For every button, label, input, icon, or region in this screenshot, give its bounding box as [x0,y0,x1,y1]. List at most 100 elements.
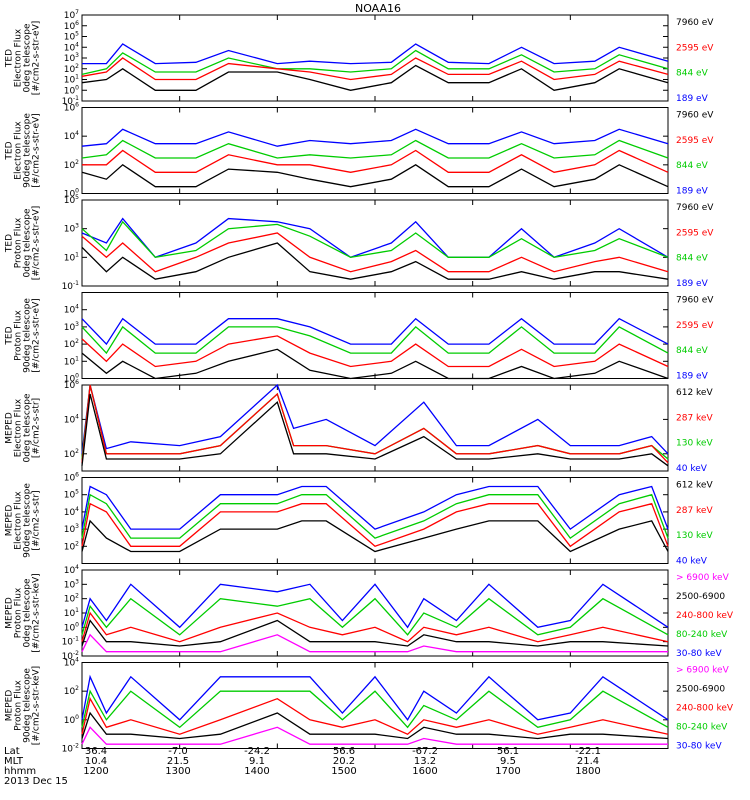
y-tick-label: 104 [64,657,79,669]
mlt-value: 9.1 [249,756,265,767]
series-line [81,393,669,467]
lat-value: -24.2 [244,746,270,757]
y-tick-label: 101 [64,74,79,86]
legend-entry: 7960 eV [676,18,714,28]
series-line [81,49,669,76]
legend-entry: 7960 eV [676,296,714,306]
y-axis-label: MEPEDProton Flux90deg telescope[#/cm2-s-… [5,666,42,745]
y-tick-label: 10-1 [62,636,80,648]
y-tick-label: 102 [64,159,79,171]
y-tick-label: 104 [64,130,79,142]
mlt-value: 21.4 [577,756,599,767]
y-tick-label: 104 [64,506,79,518]
y-tick-label: 102 [64,63,79,75]
legend-entry: 2595 eV [676,43,714,53]
series-line [81,711,669,740]
series-line [81,335,669,368]
panel-4: 100 101 102 103 104 TEDProton Flux90deg teles… [5,292,714,385]
y-axis-label: TEDProton Flux90deg telescope[#/cm2-s-st… [5,298,42,373]
y-tick-label: 100 [64,621,79,633]
y-tick-label: 102 [64,448,79,460]
y-tick-label: 10-2 [62,743,80,755]
lat-value: 36.4 [85,746,107,757]
lat-value: -7.0 [168,746,188,757]
series-line [81,583,669,629]
legend-entry: 612 keV [676,388,713,398]
legend-entry: > 6900 keV [676,573,730,583]
legend-entry: 2595 eV [676,136,714,146]
lat-value: 56.6 [333,746,355,757]
y-tick-label: 100 [64,373,79,385]
legend-entry: 189 eV [676,187,709,197]
row-label-hhmm: hhmm [4,766,36,777]
legend-entry: 189 eV [676,372,709,382]
hhmm-value: 1300 [165,766,190,777]
series-line [81,139,669,159]
series-line [81,493,669,539]
panel-stack: 10-1100101102103104105106107TEDElectron … [5,9,734,755]
legend-entry: 80-240 keV [676,723,728,733]
y-tick-label: 101 [64,251,79,263]
y-tick-label: 10-2 [62,650,80,662]
hhmm-value: 1700 [495,766,520,777]
date-label: 2013 Dec 15 [4,776,68,787]
mlt-value: 10.4 [85,756,107,767]
y-tick-label: 105 [64,31,79,43]
legend-entry: 844 eV [676,254,709,264]
legend-entry: 240-800 keV [676,704,734,714]
y-tick-label: 102 [64,685,79,697]
hhmm-value: 1500 [331,766,356,777]
row-label-lat: Lat [4,746,20,757]
series-line [81,674,669,721]
series-line [81,689,669,729]
series-line [81,502,669,548]
figure-title: NOAA16 [355,2,401,15]
y-tick-label: 106 [64,472,79,484]
panel-3: 10-1 101 103 105 TEDProton Flux0deg telescop… [5,194,715,292]
legend-entry: 287 keV [676,413,713,423]
mlt-value: 9.5 [500,756,516,767]
y-tick-label: 100 [64,188,79,200]
lat-value: 56.1 [497,746,519,757]
hhmm-value: 1600 [412,766,437,777]
y-tick-label: 102 [64,593,79,605]
y-axis-label: MEPEDElectron Flux90deg telescope[#/cm2-… [5,483,42,558]
series-line [81,232,669,273]
legend-entry: 7960 eV [676,111,714,121]
y-tick-label: 101 [64,355,79,367]
series-line [81,597,669,636]
y-tick-label: 103 [64,223,79,235]
y-tick-label: 100 [64,84,79,96]
legend-entry: 2500-6900 [676,592,725,602]
legend-entry: 130 keV [676,439,713,449]
y-tick-label: 106 [64,379,79,391]
series-line [82,149,669,173]
series-line [81,633,668,653]
panel-7: 10-2 10-1 100 101 102 103 104 MEPEDProton Flux0… [5,564,734,662]
series-line [82,43,669,65]
legend-entry: 2595 eV [676,228,714,238]
series-line [81,384,669,464]
legend-entry: 30-80 keV [676,742,722,752]
y-tick-label: 102 [64,338,79,350]
legend-entry: 240-800 keV [676,611,734,621]
series-line [81,242,669,280]
legend-entry: 189 eV [676,279,709,289]
legend-entry: 189 eV [676,94,709,104]
series-line [81,325,669,355]
mlt-value: 21.5 [167,756,189,767]
panel-8: 10-2 100 102 104 MEPEDProton Flux90deg teles… [5,657,734,755]
y-tick-label: 104 [64,304,79,316]
legend-entry: 287 keV [676,506,713,516]
series-line [81,163,669,188]
legend-entry: 844 eV [676,346,709,356]
series-line [81,611,669,643]
legend-entry: 40 keV [676,464,708,474]
y-tick-label: 102 [64,540,79,552]
y-tick-label: 107 [64,9,79,21]
legend-entry: 30-80 keV [676,649,722,659]
y-tick-label: 105 [64,489,79,501]
y-tick-label: 100 [64,714,79,726]
lat-value: -67.2 [412,746,438,757]
